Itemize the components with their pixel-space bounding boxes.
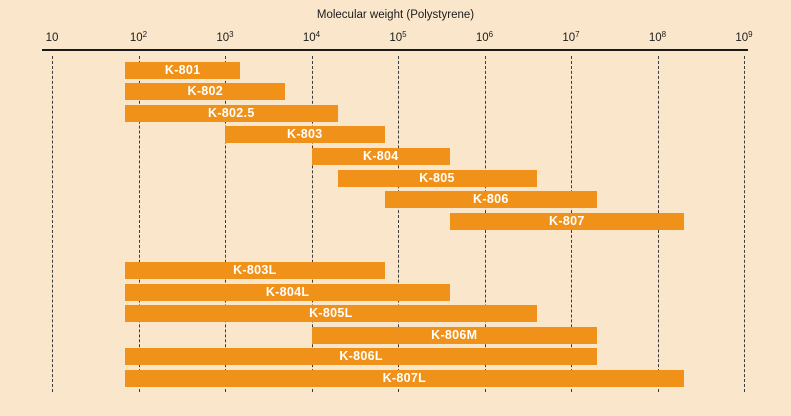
bar-k-803: K-803 xyxy=(225,126,385,144)
bar-k-805l: K-805L xyxy=(125,305,537,323)
x-tick-label-10e8: 108 xyxy=(648,30,667,45)
bar-label: K-802 xyxy=(187,84,224,99)
x-tick-label-10e9: 109 xyxy=(735,30,753,45)
gridline-10e9 xyxy=(744,56,745,392)
bar-k-807: K-807 xyxy=(450,212,684,230)
bar-label: K-802.5 xyxy=(208,105,255,120)
gridline-10e2 xyxy=(138,56,140,392)
bar-k-807l: K-807L xyxy=(125,370,684,387)
x-tick-label-10e4: 104 xyxy=(302,30,321,45)
bar-k-806m: K-806M xyxy=(311,326,598,344)
bar-k-806l: K-806L xyxy=(125,348,598,366)
bar-label: K-804 xyxy=(363,148,399,163)
bar-k-802-5: K-802.5 xyxy=(125,104,338,122)
bar-label: K-801 xyxy=(164,62,201,77)
x-tick-label-10e2: 102 xyxy=(129,30,148,45)
bar-label: K-806L xyxy=(339,349,383,364)
bar-k-801: K-801 xyxy=(125,61,241,79)
bar-label: K-807L xyxy=(382,371,427,385)
bar-label: K-804L xyxy=(265,284,310,299)
bar-label: K-806M xyxy=(431,327,478,342)
bar-label: K-805 xyxy=(419,170,455,185)
x-axis-line xyxy=(42,49,748,51)
gridline-10e1 xyxy=(52,56,53,392)
bar-k-803l: K-803L xyxy=(125,262,385,279)
bar-k-804l: K-804L xyxy=(125,283,451,301)
x-tick-label-10e1: 10 xyxy=(45,32,59,44)
chart-title: Molecular weight (Polystyrene) xyxy=(316,9,475,21)
gridline-10e3 xyxy=(225,56,226,392)
x-tick-label-10e7: 107 xyxy=(562,30,580,45)
bar-label: K-807 xyxy=(549,213,585,228)
gridline-10e4 xyxy=(311,56,313,392)
bar-label: K-805L xyxy=(309,306,353,321)
bar-k-802: K-802 xyxy=(125,83,286,101)
bar-k-806: K-806 xyxy=(384,191,598,209)
gridline-10e5 xyxy=(398,56,399,392)
bar-k-804: K-804 xyxy=(311,147,451,165)
x-tick-label-10e6: 106 xyxy=(475,30,494,45)
x-tick-label-10e5: 105 xyxy=(389,30,407,45)
bar-label: K-806 xyxy=(473,192,509,207)
x-tick-label-10e3: 103 xyxy=(216,30,234,45)
bar-label: K-803L xyxy=(233,263,277,277)
bar-k-805: K-805 xyxy=(337,169,537,187)
bar-label: K-803 xyxy=(287,127,323,142)
